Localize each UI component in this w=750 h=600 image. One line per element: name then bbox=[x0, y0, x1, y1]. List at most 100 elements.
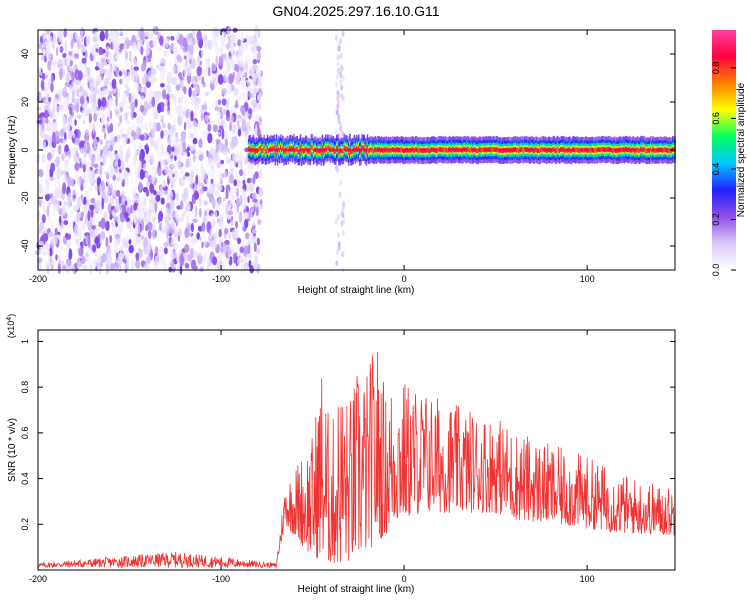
heatmap-signal-cell bbox=[576, 147, 579, 152]
heatmap-noise-cell bbox=[236, 187, 239, 198]
x-tick-label: -200 bbox=[29, 574, 47, 584]
heatmap-signal-cell bbox=[262, 148, 264, 153]
heatmap-noise-cell bbox=[199, 207, 202, 218]
heatmap-noise-cell bbox=[66, 124, 70, 131]
heatmap-noise-cell bbox=[209, 145, 215, 155]
heatmap-noise-cell bbox=[212, 26, 218, 38]
heatmap-noise-cell bbox=[165, 42, 169, 48]
heatmap-noise-cell bbox=[38, 240, 45, 248]
heatmap-noise-cell bbox=[74, 119, 77, 126]
heatmap-noise-cell bbox=[133, 66, 139, 71]
heatmap-noise-cell bbox=[231, 136, 234, 146]
heatmap-noise-cell bbox=[54, 176, 59, 189]
heatmap-noise-cell bbox=[84, 265, 90, 271]
heatmap-signal-cell bbox=[431, 147, 434, 152]
heatmap-streak-cell bbox=[340, 64, 344, 70]
heatmap-noise-cell bbox=[230, 186, 234, 198]
heatmap-marks bbox=[35, 24, 676, 276]
heatmap-noise-cell bbox=[143, 217, 148, 225]
heatmap-noise-cell bbox=[122, 134, 128, 145]
heatmap-signal-cell bbox=[443, 147, 446, 153]
heatmap-noise-cell bbox=[165, 93, 170, 101]
heatmap-noise-cell bbox=[71, 146, 77, 153]
heatmap-noise-cell bbox=[44, 95, 49, 103]
figure-title: GN04.2025.297.16.10.G11 bbox=[272, 3, 439, 19]
heatmap-noise-cell bbox=[148, 132, 152, 138]
heatmap-noise-cell bbox=[57, 254, 61, 261]
heatmap-noise-cell bbox=[162, 225, 167, 234]
heatmap-noise-cell bbox=[80, 147, 85, 154]
heatmap-noise-cell bbox=[206, 57, 211, 65]
heatmap-noise-cell bbox=[77, 61, 83, 71]
heatmap-noise-cell bbox=[155, 122, 161, 132]
heatmap-noise-cell bbox=[48, 96, 52, 102]
snr-y-ticks: 0.20.40.60.81 bbox=[20, 339, 675, 531]
heatmap-noise-cell bbox=[116, 189, 121, 197]
heatmap-noise-cell bbox=[145, 171, 149, 178]
y-tick-label: 0.8 bbox=[20, 381, 30, 394]
heatmap-noise-cell bbox=[249, 93, 253, 98]
heatmap-noise-cell bbox=[97, 141, 101, 150]
heatmap-noise-cell bbox=[120, 160, 125, 172]
heatmap-noise-cell bbox=[157, 103, 162, 114]
heatmap-noise-cell bbox=[47, 136, 51, 146]
heatmap-noise-cell bbox=[240, 62, 246, 69]
heatmap-noise-cell bbox=[152, 36, 157, 48]
heatmap-noise-cell bbox=[50, 237, 54, 247]
heatmap-streak-cell bbox=[341, 251, 345, 257]
heatmap-noise-cell bbox=[102, 49, 106, 54]
heatmap-noise-cell bbox=[133, 191, 136, 204]
heatmap-noise-cell bbox=[156, 140, 161, 149]
heatmap-noise-cell bbox=[161, 122, 166, 129]
heatmap-noise-cell bbox=[39, 212, 42, 219]
heatmap-noise-cell bbox=[69, 106, 73, 116]
heatmap-noise-cell bbox=[84, 49, 88, 60]
heatmap-signal-cell bbox=[261, 148, 263, 154]
heatmap-signal-cell bbox=[286, 146, 289, 152]
heatmap-noise-cell bbox=[150, 61, 155, 68]
heatmap-streak-cell bbox=[339, 121, 343, 128]
snr-y-scale-label: (x104) bbox=[6, 314, 17, 338]
heatmap-streak-cell bbox=[342, 219, 346, 225]
heatmap-noise-cell bbox=[174, 224, 178, 234]
heatmap-noise-cell bbox=[152, 167, 156, 173]
heatmap-noise-cell bbox=[156, 165, 160, 173]
heatmap-noise-cell bbox=[158, 210, 164, 222]
heatmap-noise-cell bbox=[221, 143, 228, 152]
heatmap-noise-cell bbox=[250, 101, 256, 106]
heatmap-noise-cell bbox=[54, 130, 60, 142]
heatmap-noise-cell bbox=[199, 149, 203, 154]
heatmap-noise-cell bbox=[132, 121, 136, 129]
heatmap-noise-cell bbox=[221, 37, 225, 42]
heatmap-streak-cell bbox=[335, 249, 339, 256]
heatmap-signal-cell bbox=[429, 148, 431, 154]
heatmap-noise-cell bbox=[213, 99, 219, 105]
heatmap-noise-cell bbox=[238, 93, 242, 102]
heatmap-noise-cell bbox=[63, 28, 67, 38]
heatmap-noise-cell bbox=[206, 187, 209, 194]
heatmap-noise-cell bbox=[111, 221, 115, 228]
heatmap-noise-cell bbox=[257, 92, 262, 100]
heatmap-noise-cell bbox=[188, 38, 193, 46]
heatmap-noise-cell bbox=[86, 234, 89, 243]
heatmap-signal-cell bbox=[664, 147, 666, 152]
heatmap-noise-cell bbox=[221, 98, 227, 106]
heatmap-signal-cell bbox=[564, 148, 566, 154]
heatmap-noise-cell bbox=[107, 138, 110, 149]
heatmap-noise-cell bbox=[134, 179, 138, 185]
x-tick-label: 0 bbox=[402, 574, 407, 584]
heatmap-noise-cell bbox=[59, 244, 65, 252]
heatmap-noise-cell bbox=[43, 109, 49, 120]
heatmap-noise-cell bbox=[138, 160, 142, 169]
heatmap-noise-cell bbox=[226, 148, 230, 153]
heatmap-noise-cell bbox=[79, 216, 84, 221]
heatmap-noise-cell bbox=[229, 160, 233, 173]
heatmap-noise-cell bbox=[88, 113, 92, 124]
heatmap-noise-cell bbox=[160, 58, 166, 66]
heatmap-noise-cell bbox=[194, 238, 198, 244]
heatmap-noise-cell bbox=[233, 87, 239, 97]
y-tick-label: 40 bbox=[20, 49, 30, 59]
colorbar: 0.00.20.40.60.8 Normalized spectral ampl… bbox=[711, 30, 747, 276]
heatmap-noise-cell bbox=[212, 124, 218, 133]
